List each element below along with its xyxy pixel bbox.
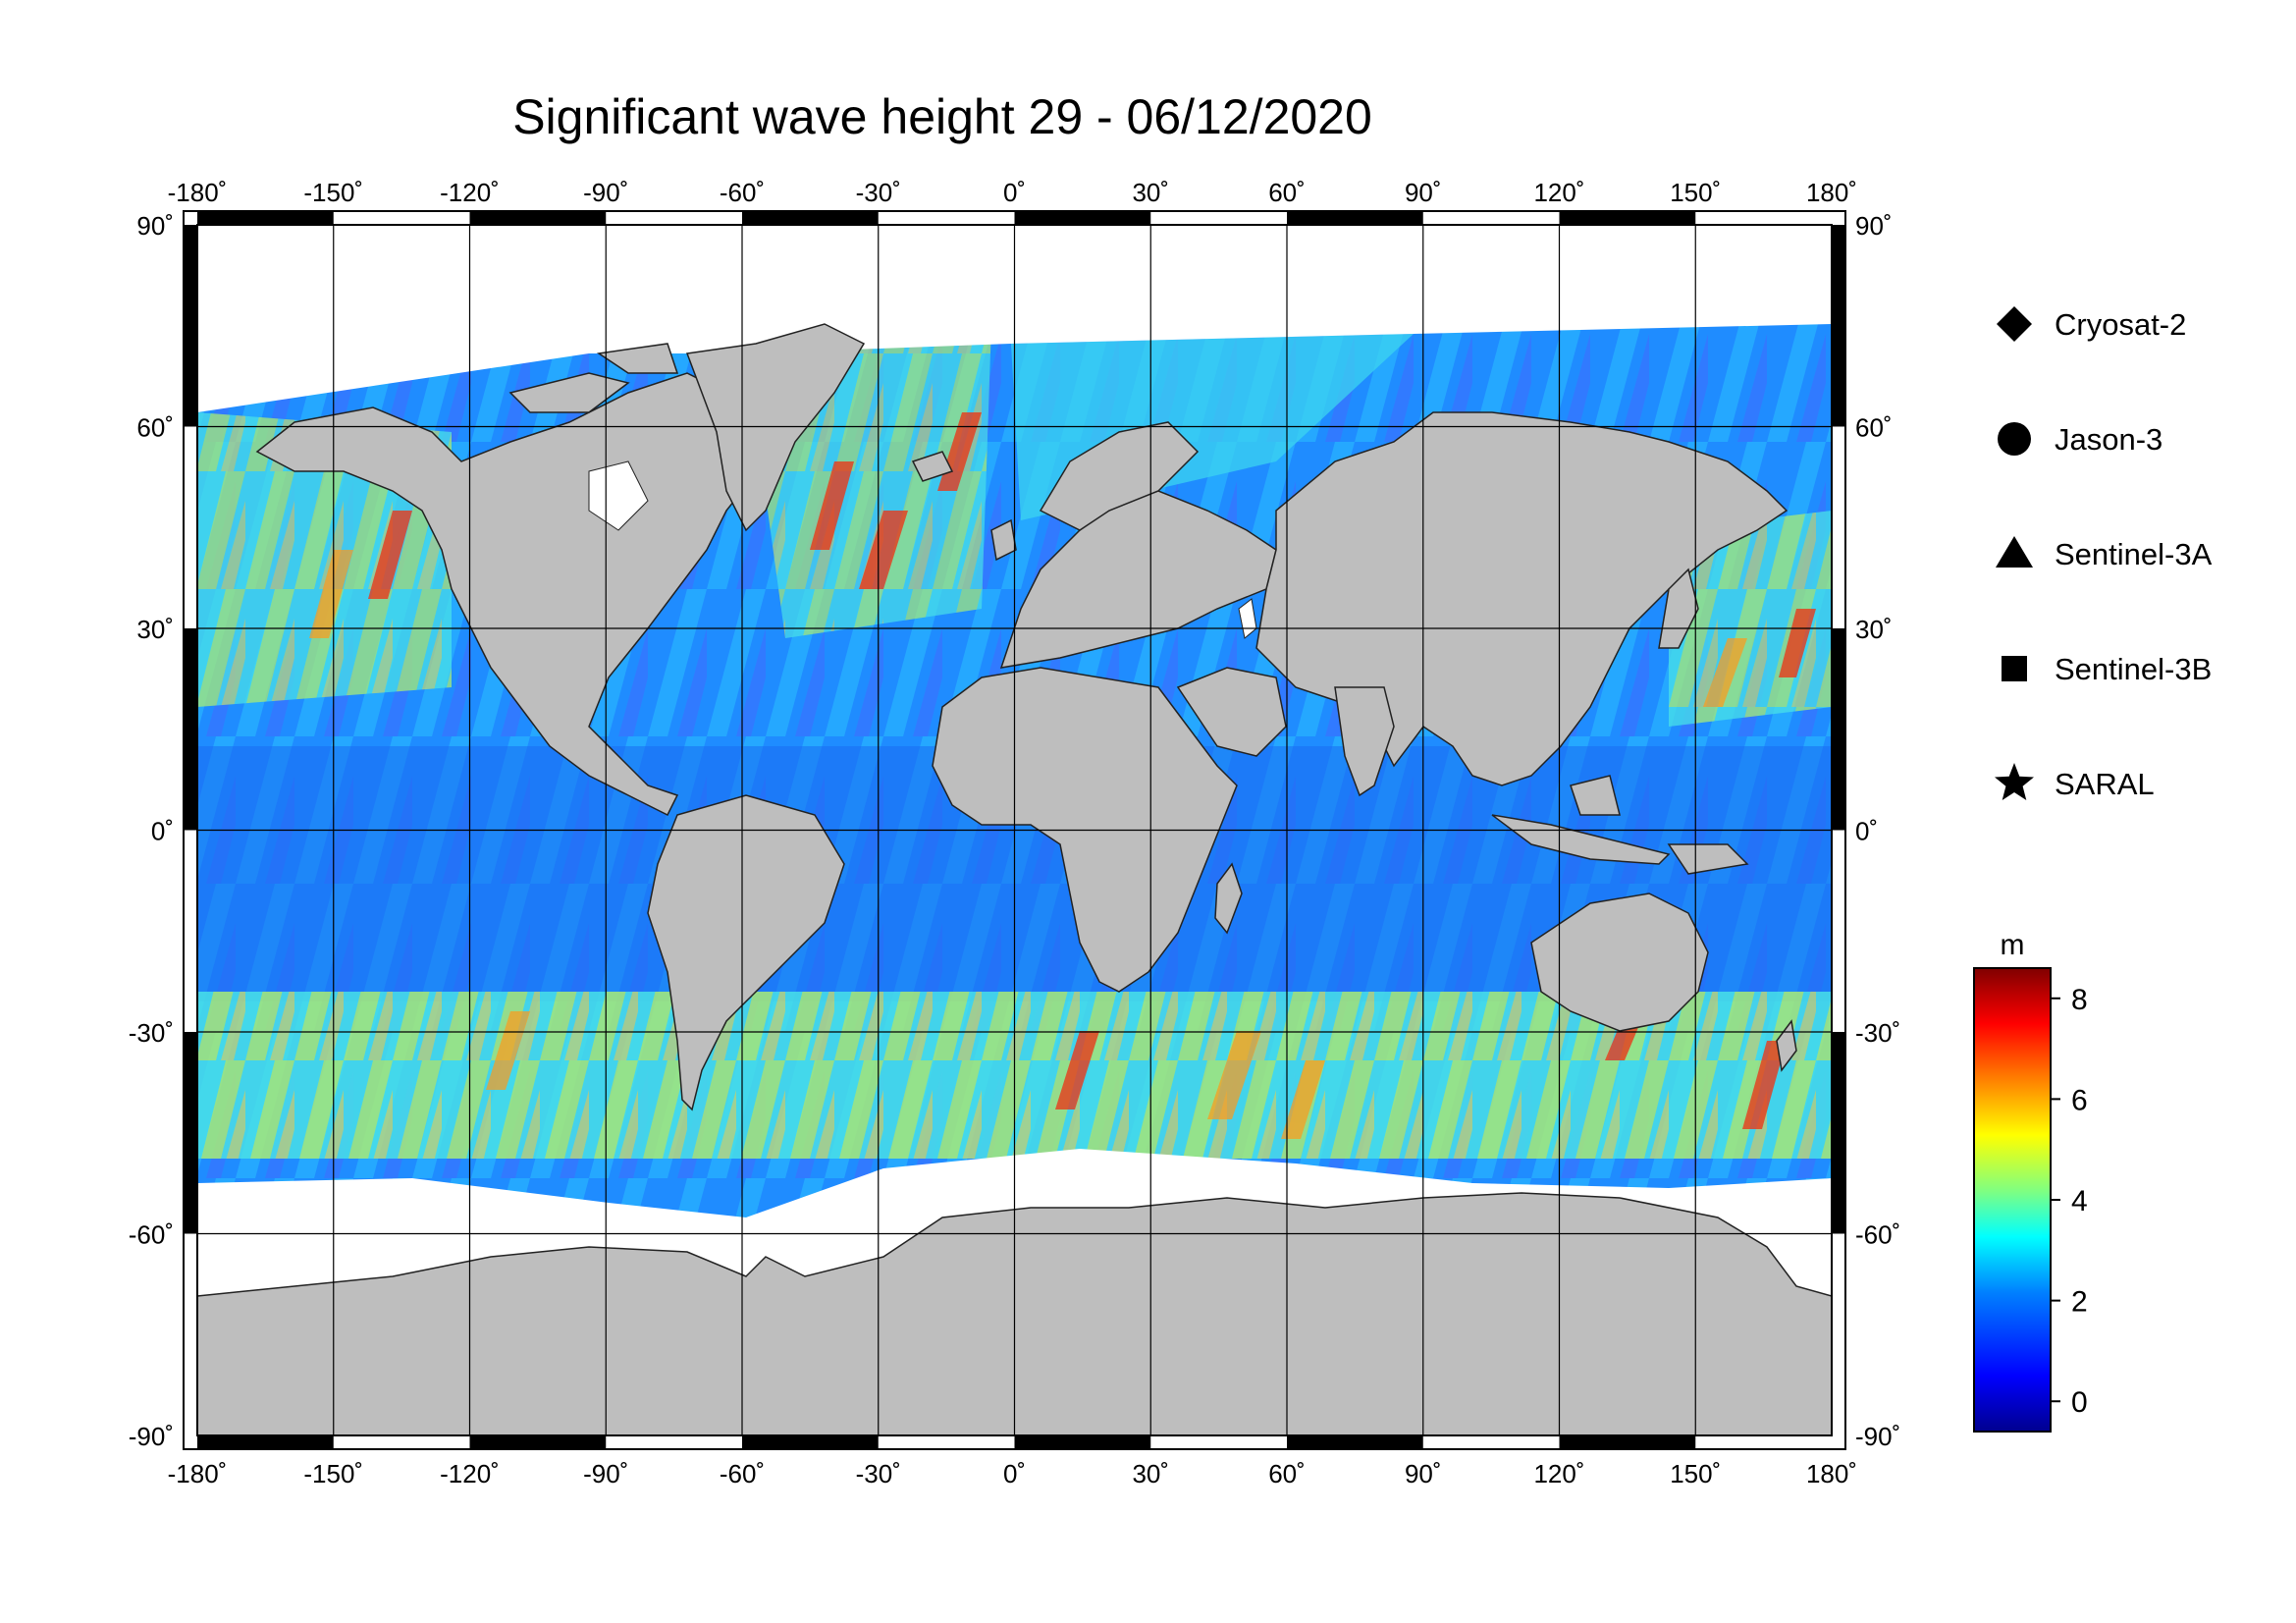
lon-tick-label-bottom: 30˚ — [1132, 1459, 1169, 1488]
triangle-icon — [1996, 536, 2033, 568]
circle-icon — [1998, 422, 2031, 456]
lon-tick-label-bottom: -90˚ — [583, 1459, 628, 1488]
frame-segment — [1559, 211, 1696, 225]
lon-tick-label-bottom: -30˚ — [856, 1459, 901, 1488]
star-icon — [1995, 763, 2034, 800]
lon-tick-label-bottom: 120˚ — [1533, 1459, 1584, 1488]
scandinavia — [1039, 421, 1200, 531]
lat-tick-label-right: -30˚ — [1855, 1018, 1900, 1048]
lon-tick-label-top: 60˚ — [1268, 178, 1306, 207]
lon-tick-label-top: 120˚ — [1533, 178, 1584, 207]
colorbar-tick-label: 4 — [2071, 1185, 2088, 1217]
frame-segment — [1832, 1032, 1845, 1234]
legend-label: SARAL — [2055, 767, 2155, 801]
lon-tick-label-top: 30˚ — [1132, 178, 1169, 207]
lon-tick-label-bottom: -150˚ — [303, 1459, 363, 1488]
lon-tick-label-bottom: 150˚ — [1670, 1459, 1721, 1488]
frame-segment — [1014, 211, 1151, 225]
high-wave-swaths — [368, 412, 1816, 1129]
moderate-wave-swaths — [309, 550, 1747, 1139]
india — [1334, 686, 1395, 797]
satellite-legend: Cryosat-2 Jason-3 Sentinel-3A Sentinel-3B SA… — [1995, 306, 2213, 801]
colorbar-tick-label: 8 — [2071, 984, 2088, 1016]
lon-tick-label-top: 0˚ — [1003, 178, 1026, 207]
legend-item: Sentinel-3A — [1996, 536, 2213, 571]
tick-labels: -180˚ -180˚ -150˚ -150˚ -120˚ -120˚ -90˚ -90˚ -6… — [129, 178, 1901, 1488]
australia — [1530, 893, 1709, 1032]
legend-label: Jason-3 — [2055, 422, 2163, 457]
frame-segment — [184, 628, 197, 831]
lat-tick-label-left: -90˚ — [129, 1422, 174, 1451]
indonesia — [1491, 814, 1671, 865]
legend-item: Jason-3 — [1998, 422, 2163, 457]
lat-tick-label-right: 0˚ — [1855, 817, 1878, 846]
frame-segment — [742, 1435, 879, 1449]
lon-tick-label-bottom: -60˚ — [720, 1459, 765, 1488]
lat-tick-label-left: 90˚ — [136, 211, 174, 241]
legend-label: Sentinel-3A — [2055, 537, 2213, 571]
frame-segment — [184, 1032, 197, 1234]
lon-tick-label-top: 90˚ — [1405, 178, 1442, 207]
lon-tick-label-top: -90˚ — [583, 178, 628, 207]
legend-label: Sentinel-3B — [2055, 652, 2212, 686]
lat-tick-label-left: 0˚ — [151, 817, 174, 846]
colorbar-ticks: 8 6 4 2 0 — [2051, 984, 2088, 1419]
lon-tick-label-top: -150˚ — [303, 178, 363, 207]
arabian-peninsula — [1176, 667, 1287, 757]
frame-segment — [742, 211, 879, 225]
lon-tick-label-bottom: -120˚ — [440, 1459, 500, 1488]
lat-tick-label-left: 30˚ — [136, 615, 174, 644]
colorbar-tick-label: 6 — [2071, 1084, 2088, 1116]
lon-tick-label-bottom: 60˚ — [1268, 1459, 1306, 1488]
south-america — [647, 794, 845, 1111]
colorbar-gradient — [1973, 967, 2052, 1433]
lat-tick-label-right: 30˚ — [1855, 615, 1893, 644]
legend-item: SARAL — [1995, 763, 2155, 801]
frame-segment — [1014, 1435, 1151, 1449]
lat-tick-label-right: -90˚ — [1855, 1422, 1900, 1451]
frame-segment — [469, 211, 607, 225]
frame-segment — [1287, 211, 1423, 225]
lon-tick-label-top: -60˚ — [720, 178, 765, 207]
legend-item: Sentinel-3B — [2002, 652, 2212, 686]
legend-item: Cryosat-2 — [1997, 306, 2186, 342]
map-frame — [183, 210, 1846, 1450]
colorbar-tick-label: 2 — [2071, 1286, 2088, 1319]
colorbar-tick-label: 0 — [2071, 1386, 2088, 1419]
colorbar-unit: m — [2001, 929, 2025, 961]
square-icon — [2002, 656, 2027, 681]
lon-tick-label-top: 180˚ — [1806, 178, 1857, 207]
new-zealand — [1776, 1019, 1797, 1072]
madagascar — [1214, 862, 1243, 935]
diamond-icon — [1997, 306, 2032, 342]
lat-tick-label-right: 60˚ — [1855, 413, 1893, 443]
lon-tick-label-bottom: 180˚ — [1806, 1459, 1857, 1488]
frame-segment — [197, 211, 334, 225]
lat-tick-label-left: -60˚ — [129, 1220, 174, 1250]
hudson-bay — [588, 460, 649, 531]
frame-segment — [1287, 1435, 1423, 1449]
lon-tick-label-bottom: 90˚ — [1405, 1459, 1442, 1488]
lat-tick-label-right: 90˚ — [1855, 211, 1893, 241]
frame-segment — [184, 225, 197, 427]
lon-tick-label-top: -30˚ — [856, 178, 901, 207]
lat-tick-label-left: 60˚ — [136, 413, 174, 443]
map-title: Significant wave height 29 - 06/12/2020 — [512, 89, 1372, 144]
frame-segment — [1832, 628, 1845, 831]
lon-tick-label-bottom: 0˚ — [1003, 1459, 1026, 1488]
frame-segment — [197, 1435, 334, 1449]
lat-tick-label-right: -60˚ — [1855, 1220, 1900, 1250]
lon-tick-label-top: -180˚ — [168, 178, 228, 207]
legend-label: Cryosat-2 — [2055, 307, 2186, 342]
lon-tick-label-top: 150˚ — [1670, 178, 1721, 207]
lon-tick-label-top: -120˚ — [440, 178, 500, 207]
colorbar: m 8 6 4 2 0 — [1973, 929, 2088, 1433]
europe — [999, 490, 1277, 669]
frame-segment — [1559, 1435, 1696, 1449]
frame-segment — [469, 1435, 607, 1449]
lon-tick-label-bottom: -180˚ — [168, 1459, 228, 1488]
lat-tick-label-left: -30˚ — [129, 1018, 174, 1048]
frame-segment — [1832, 225, 1845, 427]
